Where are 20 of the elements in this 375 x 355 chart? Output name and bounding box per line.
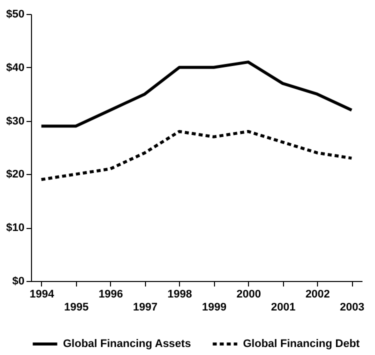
x-tick-label: 1998 — [168, 288, 192, 300]
y-tick-label: $50 — [6, 8, 24, 20]
legend-label: Global Financing Debt — [243, 338, 360, 350]
y-tick-label: $20 — [6, 168, 24, 181]
x-tick-label: 1996 — [98, 288, 124, 300]
x-tick-label: 2003 — [340, 302, 364, 314]
x-tick-label: 1999 — [202, 302, 226, 314]
x-tick-label: 1997 — [133, 302, 158, 314]
x-tick-label: 2001 — [270, 302, 296, 314]
line-series — [40, 130, 354, 182]
y-tick-label: $30 — [6, 115, 24, 128]
x-tick-label: 2002 — [305, 288, 330, 300]
y-tick-label: $0 — [12, 276, 24, 288]
y-tick-label: $10 — [6, 222, 24, 234]
y-tick-label: $40 — [6, 62, 24, 74]
legend-label: Global Financing Assets — [63, 338, 191, 350]
x-tick-label: 1995 — [64, 302, 89, 314]
x-tick-label: 1994 — [30, 288, 55, 300]
line-series — [40, 60, 354, 128]
x-tick-label: 2000 — [236, 288, 261, 300]
